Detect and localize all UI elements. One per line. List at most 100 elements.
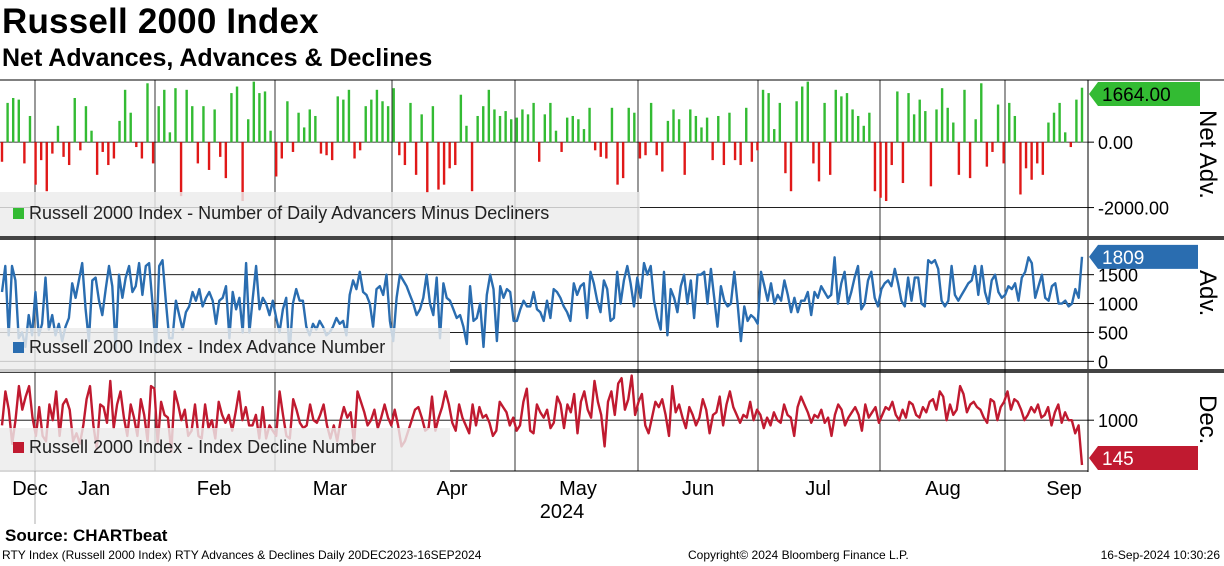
net-adv-bar (330, 142, 334, 161)
net-adv-bar (980, 83, 983, 143)
net-adv-bar (974, 119, 977, 143)
x-tick-label: Aug (925, 478, 961, 500)
net-adv-bar (207, 142, 211, 170)
net-adv-bar (677, 119, 681, 143)
net-adv-bar (1052, 112, 1056, 143)
net-adv-bar (733, 142, 737, 161)
net-adv-bar (789, 142, 793, 192)
net-adv-bar (62, 142, 65, 157)
net-adv-bar (717, 115, 720, 143)
net-adv-bar (571, 115, 574, 143)
net-adv-bar (224, 142, 228, 179)
net-adv-bar (73, 97, 76, 143)
net-adv-bar (269, 130, 272, 143)
net-adv-bar (745, 107, 748, 143)
net-adv-bar (868, 112, 871, 143)
net-adv-bar (504, 111, 507, 143)
net-adv-bar (308, 109, 311, 143)
net-adv-bar (616, 142, 619, 185)
net-adv-bar (286, 101, 289, 143)
legend-swatch (13, 442, 24, 453)
legend-box (0, 192, 640, 236)
legend-label: Russell 2000 Index - Index Advance Numbe… (29, 337, 385, 357)
net-adv-bar (498, 115, 502, 143)
net-adv-bar (448, 142, 451, 169)
y-tick-label: 0.00 (1098, 133, 1133, 153)
net-adv-bar (856, 115, 860, 143)
net-adv-bar (107, 142, 110, 166)
net-adv-bar (34, 142, 37, 185)
net-adv-bar (610, 107, 614, 143)
footer-copyright: Copyright© 2024 Bloomberg Finance L.P. (688, 548, 909, 562)
net-adv-bar (689, 109, 692, 143)
net-adv-bar (761, 89, 765, 143)
net-adv-bar (353, 142, 356, 159)
net-adv-bar (79, 142, 82, 151)
panel-separator (0, 236, 1224, 240)
net-adv-bar (56, 125, 60, 143)
net-adv-bar (940, 88, 944, 143)
legend-swatch (13, 208, 24, 219)
net-adv-bar (694, 115, 698, 143)
y-tick-label: 500 (1098, 323, 1128, 343)
net-adv-bar (840, 96, 843, 143)
net-adv-bar (1019, 142, 1022, 195)
panel-label: Net Adv. (1194, 110, 1221, 199)
net-adv-bar (985, 142, 989, 167)
panel-separator (0, 369, 1224, 373)
x-year-label: 2024 (540, 501, 585, 523)
net-adv-bar (302, 127, 306, 143)
net-adv-bar (515, 117, 519, 143)
net-adv-bar (51, 142, 54, 154)
x-tick-label: Mar (313, 478, 348, 500)
net-adv-bar (403, 142, 407, 166)
net-adv-bar (325, 142, 328, 156)
net-adv-bar (873, 142, 877, 192)
net-adv-bar (129, 112, 132, 143)
x-tick-label: Apr (436, 478, 467, 500)
chart-subtitle: Net Advances, Advances & Declines (2, 44, 433, 72)
net-adv-bar (952, 122, 955, 143)
net-adv-bar (834, 89, 837, 143)
net-adv-bar (711, 142, 714, 161)
y-tick-label: 0 (1098, 352, 1108, 372)
chart-title: Russell 2000 Index (2, 2, 319, 41)
net-adv-bar (426, 142, 429, 193)
net-adv-bar (45, 142, 48, 192)
net-adv-bar (705, 117, 709, 143)
net-adv-bar (510, 119, 513, 143)
net-adv-bar (549, 102, 552, 143)
net-adv-bar (599, 142, 602, 157)
last-value-tag (1089, 82, 1200, 106)
net-adv-bar (219, 142, 222, 157)
net-adv-bar (1069, 142, 1073, 148)
net-adv-bar (6, 102, 9, 143)
net-adv-bar (862, 125, 865, 143)
net-adv-bar (230, 93, 233, 143)
net-adv-bar (101, 142, 104, 152)
net-adv-bar (605, 142, 608, 159)
net-adv-bar (17, 99, 20, 143)
net-adv-bar (314, 115, 317, 143)
net-adv-bar (812, 142, 815, 164)
net-adv-bar (588, 107, 591, 143)
legend-box (0, 328, 450, 372)
net-adv-bar (123, 89, 127, 143)
net-adv-bar (297, 112, 300, 143)
x-tick-label: Dec (12, 478, 48, 500)
legend-label: Russell 2000 Index - Index Decline Numbe… (29, 437, 376, 457)
advances-line (0, 256, 1084, 354)
net-adv-bar (728, 112, 731, 143)
y-tick-label: -2000.00 (1098, 199, 1169, 219)
net-adv-bar (1024, 142, 1028, 169)
net-adv-bar (179, 142, 183, 197)
net-adv-bar (1075, 99, 1078, 143)
net-adv-bar (465, 125, 468, 143)
net-adv-bar (526, 114, 530, 143)
net-adv-bar (884, 142, 888, 202)
net-adv-bar (1047, 122, 1050, 143)
net-adv-bar (1041, 142, 1045, 175)
net-adv-bar (773, 129, 776, 143)
legends: Russell 2000 Index - Number of Daily Adv… (0, 192, 640, 472)
